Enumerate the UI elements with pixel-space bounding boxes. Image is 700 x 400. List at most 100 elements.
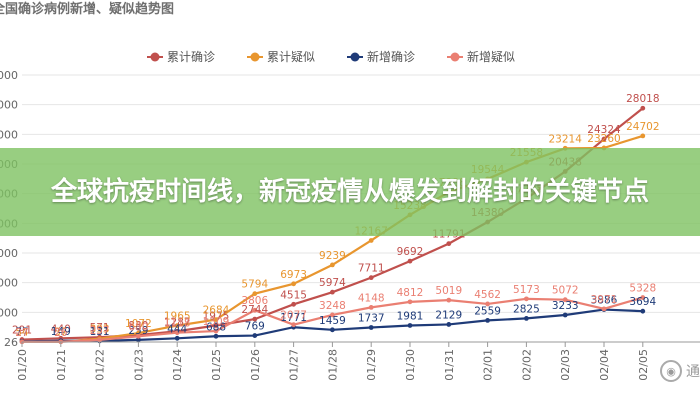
- data-label: 3971: [591, 294, 618, 306]
- data-point: [330, 312, 335, 318]
- data-label: 5328: [629, 283, 656, 295]
- data-point: [174, 335, 180, 341]
- data-point: [407, 299, 413, 305]
- data-point: [213, 317, 219, 323]
- data-label: 259: [128, 325, 148, 337]
- data-point: [252, 333, 258, 338]
- data-point: [136, 337, 141, 343]
- wechat-logo-icon: ◉: [660, 360, 682, 382]
- data-point: [252, 291, 258, 297]
- x-tick-label: 02/02: [520, 349, 533, 381]
- x-tick-label: 02/04: [598, 349, 611, 381]
- data-label: 24324: [587, 124, 621, 136]
- data-point: [640, 308, 646, 314]
- data-point: [291, 301, 296, 307]
- data-point: [213, 333, 219, 339]
- data-label: 5072: [552, 285, 579, 297]
- data-label: 1975: [203, 311, 230, 323]
- data-point: [291, 281, 296, 287]
- data-label: 4515: [280, 289, 307, 301]
- data-point: [524, 296, 529, 302]
- x-tick-label: 01/24: [171, 349, 184, 381]
- data-point: [601, 136, 607, 142]
- legend-marker: [150, 52, 160, 62]
- y-tick-label: 000: [0, 69, 18, 82]
- x-tick-label: 01/31: [443, 349, 456, 381]
- data-point: [368, 325, 374, 330]
- y-tick-label: 000: [0, 128, 18, 141]
- data-point: [368, 304, 374, 310]
- data-label: 2559: [474, 305, 501, 317]
- data-point: [213, 323, 219, 328]
- legend-label: 新增确诊: [367, 49, 415, 64]
- data-label: 54: [15, 327, 29, 339]
- data-label: 2825: [513, 303, 540, 315]
- data-point: [562, 297, 568, 303]
- data-point: [330, 262, 335, 268]
- y-tick-label: 26: [4, 336, 18, 349]
- data-label: 3248: [319, 300, 346, 312]
- x-tick-label: 01/26: [249, 349, 262, 381]
- data-point: [97, 337, 102, 343]
- data-point: [291, 322, 296, 328]
- data-label: 444: [167, 323, 187, 335]
- data-point: [330, 289, 335, 295]
- data-label: 440: [51, 323, 71, 335]
- x-tick-label: 02/03: [559, 349, 572, 381]
- y-tick-label: 000: [0, 99, 18, 112]
- data-label: 1309: [203, 316, 230, 328]
- x-tick-label: 01/21: [55, 349, 68, 381]
- data-label: 257: [90, 325, 110, 337]
- data-label: 1771: [280, 312, 307, 324]
- headline-banner: 全球抗疫时间线，新冠疫情从爆发到解封的关键节点: [0, 148, 700, 236]
- data-label: 291: [12, 325, 32, 337]
- data-point: [601, 306, 607, 312]
- chart-axes: 2600000000000000000000000000001/2001/210…: [0, 69, 700, 381]
- data-label: 3694: [629, 296, 656, 308]
- data-label: 149: [51, 326, 71, 338]
- legend-marker: [450, 52, 460, 62]
- data-label: 27: [15, 327, 28, 339]
- data-point: [174, 323, 180, 329]
- data-point: [252, 316, 258, 322]
- x-tick-label: 01/30: [404, 349, 417, 381]
- data-label: 28018: [626, 93, 659, 105]
- data-point: [640, 105, 646, 111]
- data-point: [252, 307, 258, 313]
- x-tick-label: 01/20: [16, 349, 29, 381]
- x-tick-label: 01/27: [288, 349, 301, 381]
- legend-label: 累计确诊: [167, 50, 215, 64]
- legend-marker: [250, 52, 260, 62]
- data-label: 571: [90, 322, 110, 334]
- chart-legend: 累计确诊 累计疑似 新增确诊 新增疑似: [147, 49, 515, 64]
- data-label: 393: [90, 324, 110, 336]
- y-tick-label: 000: [0, 277, 18, 290]
- data-point: [562, 312, 568, 318]
- data-label: 37: [54, 327, 67, 339]
- data-label: 5794: [241, 279, 268, 291]
- data-label: 2684: [203, 305, 230, 317]
- watermark-text: 通讯: [686, 364, 700, 380]
- data-point: [368, 275, 374, 281]
- data-label: 4148: [358, 292, 385, 304]
- headline-text: 全球抗疫时间线，新冠疫情从爆发到解封的关键节点: [50, 177, 649, 207]
- data-label: 3233: [552, 300, 579, 312]
- data-label: 7711: [358, 263, 385, 275]
- data-point: [368, 238, 374, 243]
- data-point: [407, 258, 413, 264]
- data-point: [174, 330, 180, 336]
- legend-label: 累计疑似: [267, 49, 315, 64]
- data-label: 1459: [319, 315, 346, 327]
- data-point: [485, 317, 490, 323]
- data-label: 830: [128, 320, 148, 332]
- data-label: 4812: [397, 287, 424, 299]
- data-label: 769: [245, 321, 265, 333]
- data-label: 688: [206, 321, 226, 333]
- data-point: [446, 322, 452, 327]
- data-label: 26: [54, 327, 68, 339]
- x-tick-label: 01/23: [132, 349, 145, 381]
- chart-title: 全国确诊病例新增、疑似趋势图: [0, 2, 175, 17]
- data-point: [213, 328, 219, 334]
- data-label: 9239: [319, 250, 346, 262]
- data-point: [640, 295, 646, 300]
